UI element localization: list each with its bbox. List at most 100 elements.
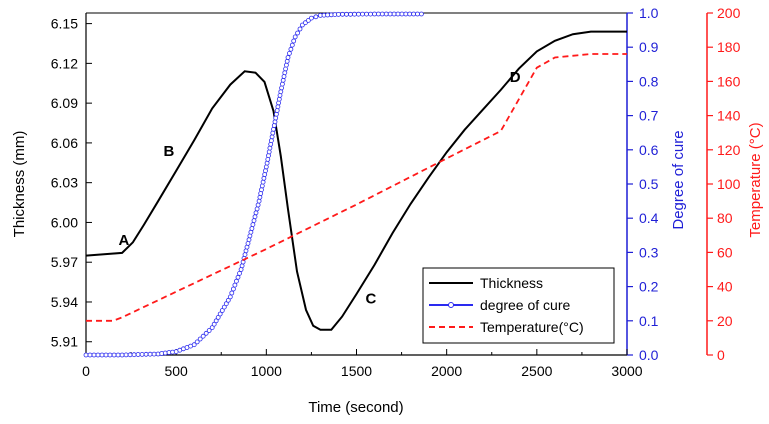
series-marker	[274, 108, 280, 113]
series-marker	[256, 198, 262, 204]
x-tick-label: 500	[164, 363, 188, 379]
series-marker	[292, 34, 298, 40]
series-marker	[221, 304, 227, 310]
series-marker	[91, 352, 97, 358]
series-marker	[295, 30, 301, 36]
outer-tick-label: 40	[717, 279, 733, 295]
series-marker	[288, 46, 294, 52]
outer-tick-label: 100	[717, 176, 741, 192]
inner-tick-label: 0.7	[639, 108, 659, 124]
series-marker	[250, 222, 256, 228]
annotation-layer: A B C D	[118, 69, 520, 307]
series-marker	[278, 89, 284, 95]
series-line-thickness	[85, 30, 627, 331]
series-marker	[253, 210, 259, 216]
series-marker	[233, 278, 239, 284]
x-tick-label: 0	[82, 363, 90, 379]
series-marker	[251, 218, 257, 224]
x-tick-label: 2000	[431, 363, 462, 379]
series-layer	[83, 11, 627, 358]
outer-tick-label: 180	[717, 39, 741, 55]
series-marker	[379, 11, 385, 17]
series-marker	[115, 352, 121, 358]
time-axis: 0 500 1000 1500 2000 2500 3000	[82, 349, 643, 379]
series-marker	[360, 11, 365, 17]
series-marker	[135, 352, 141, 357]
series-marker	[230, 286, 236, 292]
series-marker	[246, 237, 252, 243]
series-marker	[259, 187, 264, 193]
series-marker	[273, 115, 279, 121]
series-marker	[279, 81, 285, 87]
series-marker	[348, 11, 353, 17]
series-marker	[263, 164, 269, 170]
inner-tick-label: 0.0	[639, 347, 659, 363]
legend-marker	[448, 302, 454, 308]
series-marker	[268, 141, 274, 147]
series-marker	[266, 153, 271, 159]
left-tick-label: 5.97	[51, 254, 78, 270]
series-marker	[279, 85, 285, 91]
left-tick-label: 6.00	[51, 214, 78, 230]
annotation-label: C	[366, 290, 377, 307]
outer-tick-label: 120	[717, 142, 741, 158]
series-marker	[257, 194, 263, 200]
series-marker	[411, 11, 417, 17]
series-marker	[289, 42, 295, 48]
series-marker	[232, 282, 238, 288]
series-marker	[268, 138, 274, 144]
series-marker	[282, 70, 288, 76]
series-marker	[242, 252, 248, 258]
inner-tick-label: 0.6	[639, 142, 659, 158]
annotation-label: D	[510, 69, 521, 86]
series-marker	[263, 168, 268, 174]
series-marker	[252, 214, 258, 220]
inner-tick-label: 0.5	[639, 176, 659, 192]
inner-tick-label: 0.4	[639, 210, 659, 226]
left-tick-label: 6.09	[51, 95, 78, 111]
series-marker	[275, 104, 281, 110]
series-marker	[407, 11, 413, 17]
legend-label: degree of cure	[480, 297, 570, 313]
series-marker	[147, 351, 153, 357]
series-marker	[215, 314, 221, 320]
series-marker	[131, 352, 137, 358]
series-marker	[271, 123, 277, 128]
series-marker	[265, 156, 271, 162]
series-marker	[209, 325, 215, 331]
series-marker	[264, 160, 270, 166]
series-marker	[262, 172, 268, 177]
series-marker	[272, 119, 278, 125]
series-marker	[200, 333, 206, 339]
series-marker	[415, 11, 420, 17]
series-marker	[255, 202, 261, 208]
series-marker	[403, 11, 409, 17]
legend-label: Temperature(°C)	[480, 319, 584, 335]
inner-tick-label: 0.3	[639, 244, 659, 260]
series-marker	[286, 51, 292, 56]
annotation-label: B	[164, 143, 175, 160]
series-marker	[99, 352, 105, 358]
outer-tick-label: 200	[717, 5, 741, 21]
outer-tick-label: 20	[717, 313, 733, 329]
inner-tick-label: 0.2	[639, 279, 659, 295]
series-marker	[213, 318, 219, 324]
inner-tick-label: 0.8	[639, 73, 659, 89]
series-marker	[254, 206, 260, 212]
series-marker	[280, 77, 286, 83]
series-line-temperature-c	[86, 53, 627, 322]
outer-tick-label: 80	[717, 210, 733, 226]
legend-box	[422, 267, 615, 344]
series-marker	[375, 11, 381, 17]
series-marker	[87, 352, 93, 358]
inner-tick-label: 1.0	[639, 5, 659, 21]
left-tick-label: 6.06	[51, 135, 78, 151]
series-marker	[260, 179, 266, 185]
series-marker	[368, 11, 373, 17]
series-marker	[95, 352, 101, 358]
series-marker	[259, 183, 265, 189]
thickness-axis: 5.91 5.94 5.97 6.00 6.03 6.06 6.09 6.12 6.15	[51, 16, 92, 350]
outer-tick-label: 160	[717, 73, 741, 89]
